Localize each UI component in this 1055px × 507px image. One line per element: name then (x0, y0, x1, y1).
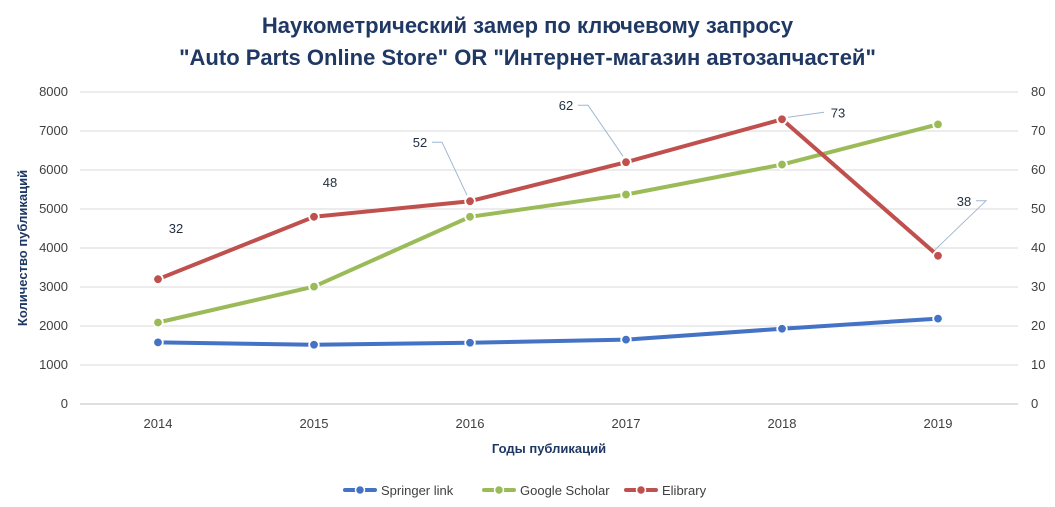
x-tick-label: 2016 (456, 416, 485, 431)
y2-tick-label: 40 (1031, 240, 1045, 255)
data-point-elibrary (152, 273, 164, 285)
y2-tick-label: 30 (1031, 279, 1045, 294)
y-axis-right-ticks: 0 10 20 30 40 50 60 70 80 (1031, 84, 1045, 411)
data-point-elibrary (776, 113, 788, 126)
legend-label-springer-link: Springer link (381, 483, 454, 498)
data-label: 73 (831, 105, 845, 120)
x-tick-label: 2017 (612, 416, 641, 431)
y-tick-label: 4000 (39, 240, 68, 255)
y-tick-label: 7000 (39, 123, 68, 138)
x-axis-ticks: 2014 2015 2016 2017 2018 2019 (144, 416, 953, 431)
data-point-springer-link (308, 339, 320, 351)
series-line-springer-link (156, 316, 940, 347)
data-label: 48 (323, 175, 337, 190)
legend-marker-elibrary (635, 484, 647, 496)
y-tick-label: 6000 (39, 162, 68, 177)
data-point-elibrary (620, 156, 632, 168)
y-tick-label: 8000 (39, 84, 68, 99)
x-tick-label: 2015 (300, 416, 329, 431)
data-label-leaders (432, 104, 988, 251)
series-lines (156, 117, 940, 347)
data-point-elibrary (932, 250, 944, 262)
series-line-google-scholar (156, 122, 940, 325)
legend-marker-google-scholar (493, 484, 505, 496)
leader-line (432, 141, 468, 196)
series-line-elibrary (156, 117, 940, 282)
data-label: 62 (559, 98, 573, 113)
leader-line (578, 104, 624, 157)
data-point-google-scholar (932, 118, 944, 131)
legend: Springer link Google Scholar Elibrary (343, 483, 707, 498)
y-tick-label: 2000 (39, 318, 68, 333)
y-axis-left-ticks: 0 1000 2000 3000 4000 5000 6000 7000 8000 (39, 84, 68, 411)
data-point-elibrary (308, 211, 320, 223)
data-point-elibrary (464, 195, 476, 207)
data-point-google-scholar (152, 316, 164, 329)
y2-tick-label: 60 (1031, 162, 1045, 177)
data-point-springer-link (620, 333, 632, 346)
data-point-springer-link (932, 312, 944, 325)
data-label: 52 (413, 135, 427, 150)
y2-tick-label: 70 (1031, 123, 1045, 138)
y2-tick-label: 0 (1031, 396, 1038, 411)
leader-line (934, 200, 988, 251)
y-tick-label: 0 (61, 396, 68, 411)
y2-tick-label: 10 (1031, 357, 1045, 372)
legend-marker-springer-link (354, 484, 366, 496)
x-tick-label: 2018 (768, 416, 797, 431)
chart-title-line-2: "Auto Parts Online Store" OR "Интернет-м… (179, 45, 876, 70)
legend-label-elibrary: Elibrary (662, 483, 707, 498)
chart-title-line-1: Наукометрический замер по ключевому запр… (261, 13, 794, 38)
y-tick-label: 5000 (39, 201, 68, 216)
chart-title: Наукометрический замер по ключевому запр… (0, 10, 1055, 74)
data-labels: 32 48 52 62 73 38 (169, 98, 971, 236)
series-points (152, 113, 944, 351)
data-point-google-scholar (464, 211, 476, 223)
data-point-google-scholar (308, 280, 320, 293)
data-point-springer-link (152, 336, 164, 349)
x-axis-title: Годы публикаций (492, 441, 606, 456)
data-point-google-scholar (776, 158, 788, 171)
x-tick-label: 2019 (924, 416, 953, 431)
x-tick-label: 2014 (144, 416, 173, 431)
y-tick-label: 1000 (39, 357, 68, 372)
y-axis-title: Количество публикаций (15, 170, 30, 326)
leader-line (787, 111, 825, 118)
y2-tick-label: 80 (1031, 84, 1045, 99)
y2-tick-label: 50 (1031, 201, 1045, 216)
y-tick-label: 3000 (39, 279, 68, 294)
data-label: 38 (957, 194, 971, 209)
y2-tick-label: 20 (1031, 318, 1045, 333)
data-point-springer-link (776, 323, 788, 335)
data-label: 32 (169, 221, 183, 236)
data-point-springer-link (464, 337, 476, 349)
legend-label-google-scholar: Google Scholar (520, 483, 610, 498)
data-point-google-scholar (620, 188, 632, 201)
